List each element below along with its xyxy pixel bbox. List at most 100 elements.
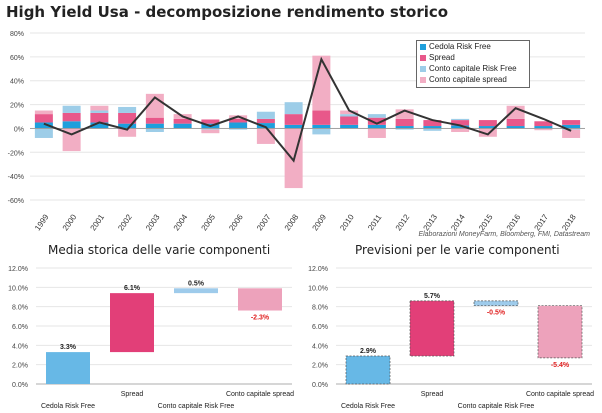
x-tick-label: 2009 <box>311 212 329 232</box>
bar-segment-spread-2014 <box>451 120 470 126</box>
x-tick-label: 2018 <box>560 212 578 232</box>
bar-segment-conto_rf-2018 <box>562 128 581 130</box>
bar-segment-cedola-2007 <box>256 123 275 129</box>
x-tick-label: 2004 <box>172 212 190 232</box>
y-tick-label: 2.0% <box>312 363 328 370</box>
bar-segment-spread-2005 <box>201 119 220 124</box>
bar-segment-spread-2017 <box>534 121 553 127</box>
x-tick-label: 2002 <box>116 212 134 232</box>
bar-segment-spread-2010 <box>340 116 359 125</box>
y-tick-label: 0% <box>14 126 24 133</box>
waterfall-bar-3 <box>238 288 282 311</box>
value-label: 6.1% <box>124 285 141 292</box>
historical-decomposition-chart: -60% -40% -20% 0% 20% 40% 60% 80% 1999 2000 2001 20… <box>8 31 585 232</box>
bar-segment-cedola-2014 <box>451 125 470 129</box>
bar-segment-conto_rf-2006 <box>229 128 248 130</box>
y-tick-label: 8.0% <box>12 305 28 312</box>
bar-segment-spread-2015 <box>478 120 497 127</box>
bar-segment-conto_rf-2011 <box>367 114 386 118</box>
bar-segment-conto_rf-2014 <box>451 118 470 121</box>
x-tick-label: 2011 <box>366 212 384 232</box>
x-tick-label: 2003 <box>144 212 162 232</box>
bar-segment-conto_spread-2011 <box>367 128 386 138</box>
bar-segment-cedola-2000 <box>62 121 81 129</box>
x-tick-label: 2000 <box>61 212 79 232</box>
y-tick-label: 80% <box>10 31 24 38</box>
bar-segment-conto_spread-2014 <box>451 128 470 133</box>
bar-segment-spread-2007 <box>256 118 275 124</box>
bar-segment-spread-2013 <box>423 120 442 127</box>
legend-swatch-cedola <box>420 44 426 50</box>
y-tick-label: 6.0% <box>12 324 28 331</box>
legend-swatch-conto-spread <box>420 77 426 83</box>
category-label: Cedola Risk Free <box>41 403 95 410</box>
bar-segment-conto_rf-2010 <box>340 114 359 117</box>
forecast-chart: 0.0% 2.0% 4.0% 6.0% 8.0% 10.0% 12.0% 2.9% Cedola… <box>308 266 594 410</box>
bar-segment-spread-2002 <box>118 112 137 124</box>
y-tick-label: -60% <box>8 198 24 205</box>
y-tick-label: -20% <box>8 150 24 157</box>
bar-segment-spread-2011 <box>367 117 386 125</box>
bar-segment-cedola-2015 <box>478 126 497 129</box>
value-label: 2.9% <box>360 348 377 355</box>
category-label: Cedola Risk Free <box>341 403 395 410</box>
bar-segment-conto_rf-2002 <box>118 106 137 113</box>
legend-item-cedola: Cedola Risk Free <box>417 41 529 52</box>
bar-segment-cedola-2001 <box>90 122 109 129</box>
y-tick-label: 12.0% <box>8 266 28 273</box>
bar-segment-conto_rf-2003 <box>145 128 164 133</box>
x-tick-label: 2006 <box>227 212 245 232</box>
x-tick-label: 2014 <box>449 212 467 232</box>
bar-segment-conto_spread-2012 <box>395 109 414 119</box>
legend-item-conto-rf: Conto capitale Risk Free <box>417 63 529 74</box>
y-tick-label: 10.0% <box>308 285 328 292</box>
bar-segment-spread-2003 <box>145 117 164 124</box>
historical-average-title: Media storica delle varie componenti <box>48 243 271 257</box>
y-tick-label: 8.0% <box>312 305 328 312</box>
bar-segment-cedola-2003 <box>145 123 164 129</box>
waterfall-bar-0 <box>46 352 90 384</box>
y-tick-label: 0.0% <box>12 382 28 389</box>
bar-segment-cedola-1999 <box>34 122 53 129</box>
bar-segment-spread-2012 <box>395 118 414 127</box>
bar-segment-spread-2004 <box>173 118 192 124</box>
bar-segment-conto_spread-2018 <box>562 129 581 138</box>
bar-segment-spread-1999 <box>34 114 53 123</box>
bar-segment-cedola-2018 <box>562 124 581 129</box>
bar-segment-cedola-2011 <box>367 124 386 129</box>
waterfall-bar-0 <box>345 355 391 385</box>
value-label: 0.5% <box>188 280 205 287</box>
total-return-line <box>43 56 572 163</box>
forecast-title: Previsioni per le varie componenti <box>355 243 560 257</box>
bar-segment-conto_rf-1999 <box>34 128 53 138</box>
y-tick-label: 2.0% <box>12 363 28 370</box>
x-tick-label: 2012 <box>394 212 412 232</box>
bar-segment-conto_rf-2001 <box>90 110 109 113</box>
waterfall-bar-1 <box>409 300 455 357</box>
legend-label-spread: Spread <box>429 53 455 62</box>
x-tick-label: 2016 <box>505 212 523 232</box>
bar-segment-spread-2009 <box>312 110 331 125</box>
legend-item-spread: Spread <box>417 52 529 63</box>
bar-segment-cedola-2009 <box>312 124 331 129</box>
x-tick-label: 2010 <box>338 212 356 232</box>
category-label: Spread <box>421 391 444 398</box>
bar-segment-cedola-2006 <box>229 122 248 129</box>
waterfall-bar-3 <box>537 305 583 359</box>
x-tick-label: 2015 <box>477 212 495 232</box>
bar-segment-cedola-2004 <box>173 123 192 129</box>
bar-segment-cedola-2016 <box>506 126 525 129</box>
x-tick-label: 2017 <box>533 212 551 232</box>
y-tick-label: 4.0% <box>12 343 28 350</box>
bar-segment-conto_rf-2012 <box>395 128 414 130</box>
category-label: Conto capitale spread <box>526 391 594 398</box>
bar-segment-conto_spread-2017 <box>534 129 553 131</box>
bar-segment-conto_rf-2000 <box>62 105 81 113</box>
category-label: Conto capitale Risk Free <box>158 403 235 410</box>
value-label: 5.7% <box>424 293 441 300</box>
y-tick-label: 40% <box>10 79 24 86</box>
source-note: Elaborazioni MoneyFarm, Bloomberg, FMI, … <box>418 231 590 238</box>
bar-segment-cedola-2017 <box>534 126 553 129</box>
bar-segment-spread-2018 <box>562 120 581 125</box>
x-tick-label: 2007 <box>255 212 273 232</box>
